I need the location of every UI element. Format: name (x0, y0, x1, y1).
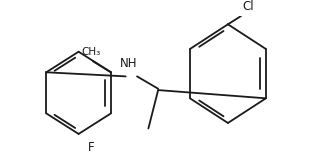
Text: Cl: Cl (243, 0, 254, 13)
Text: F: F (88, 141, 95, 154)
Text: CH₃: CH₃ (82, 47, 101, 57)
Text: NH: NH (120, 56, 138, 70)
